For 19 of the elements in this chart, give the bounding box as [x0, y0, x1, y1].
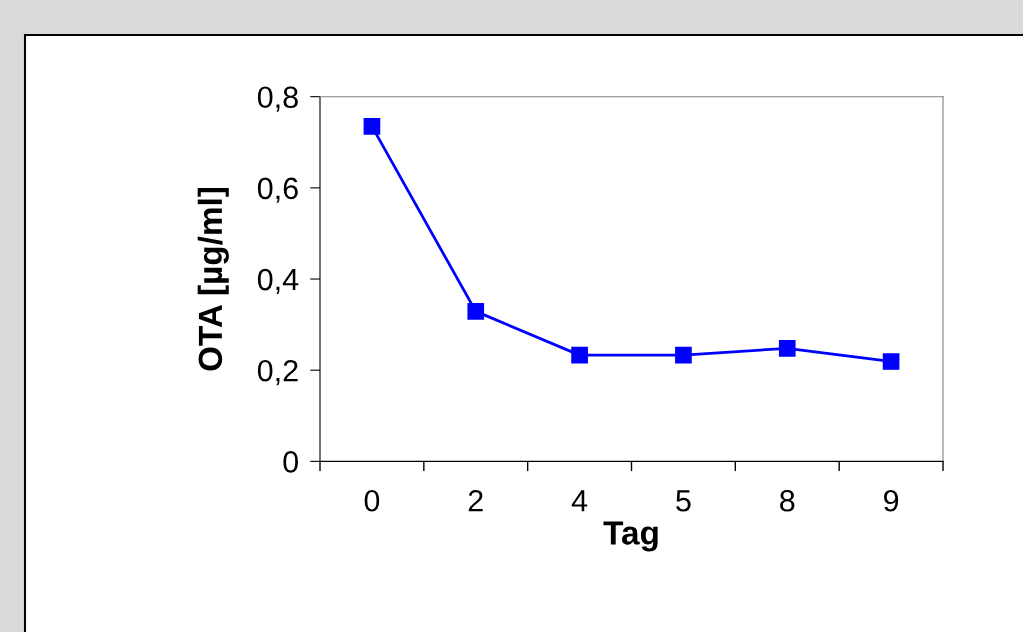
y-tick-label: 0,2 [257, 359, 298, 386]
y-axis-title: OTA [µg/ml] [197, 187, 229, 371]
x-tick-label: 4 [571, 490, 588, 512]
x-axis-title: Tag [603, 521, 658, 552]
x-tick-label: 8 [780, 489, 795, 512]
x-tick-label: 0 [364, 489, 380, 512]
y-tick-label: 0,4 [257, 268, 299, 295]
x-tick-label: 9 [884, 489, 899, 512]
x-tick-label: 5 [676, 490, 691, 512]
point [882, 353, 900, 370]
point [571, 346, 588, 364]
point [363, 117, 381, 135]
point [675, 346, 692, 364]
x-tick-label: 2 [468, 489, 483, 512]
y-tick-label: 0 [283, 451, 298, 473]
y-tick-label: 0,8 [257, 86, 298, 112]
point [778, 339, 796, 357]
y-tick-label: 0,6 [257, 177, 298, 203]
point [467, 303, 485, 320]
